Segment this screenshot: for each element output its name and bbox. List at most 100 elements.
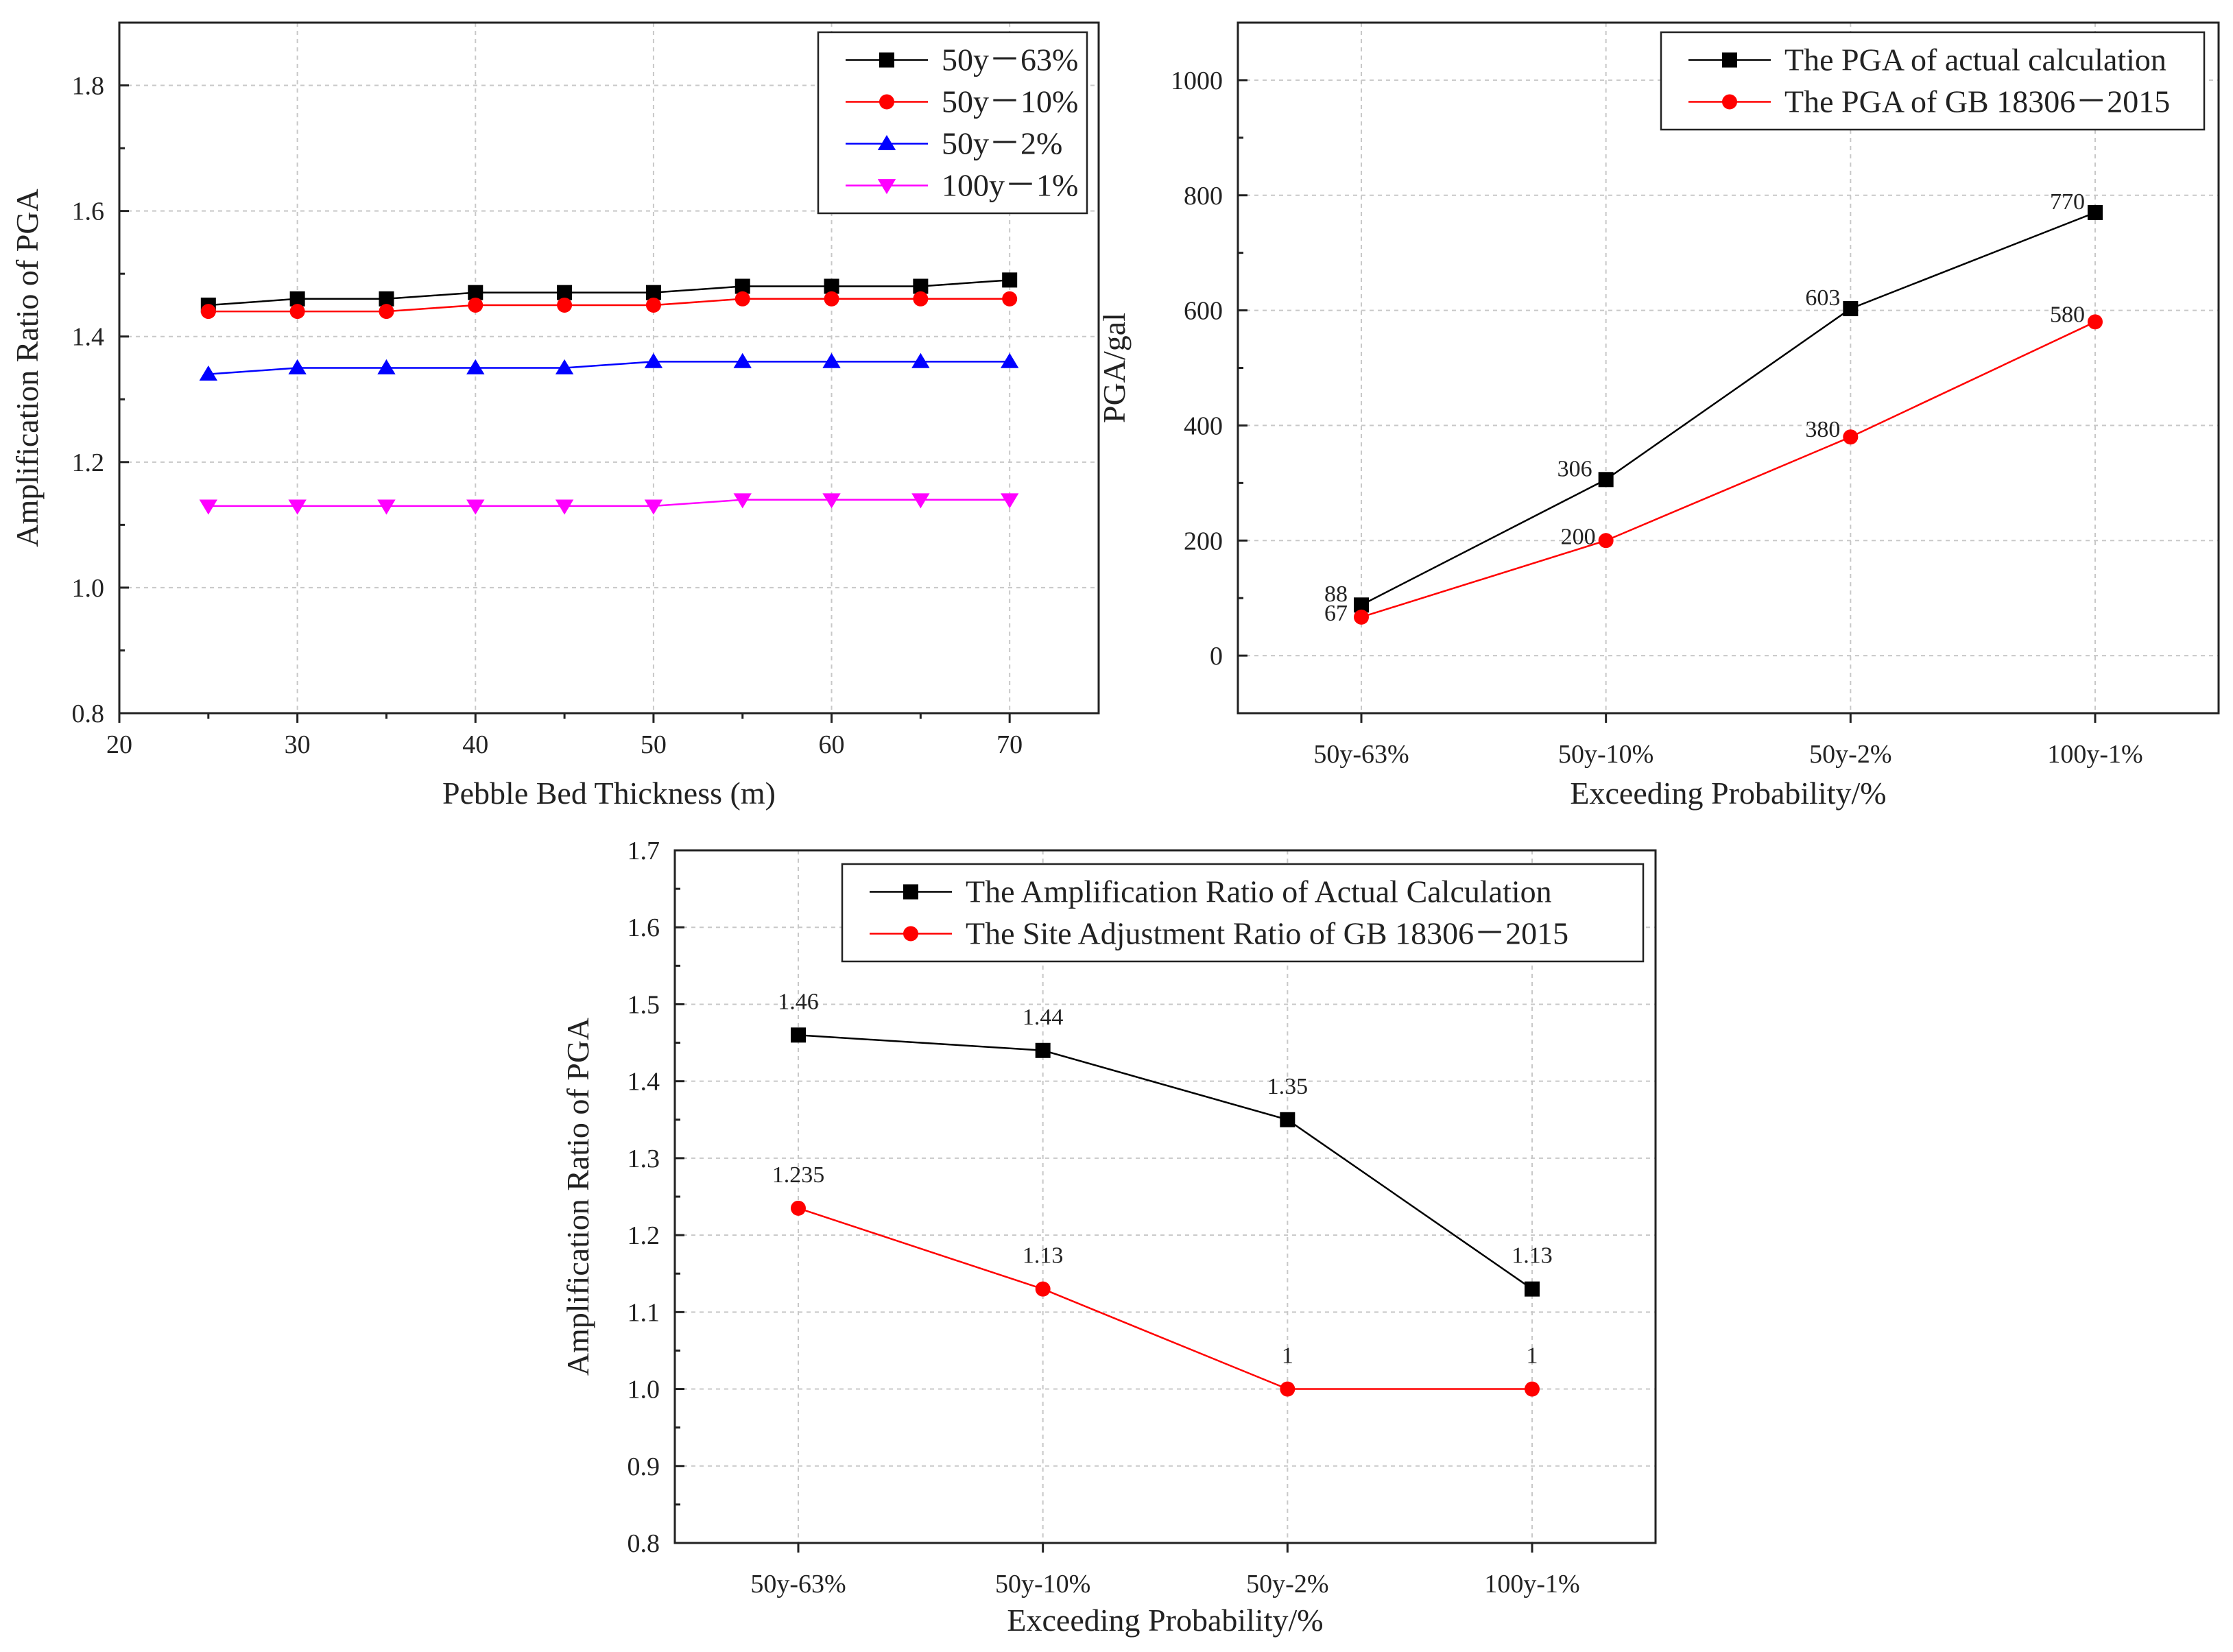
- legend-marker: [879, 94, 894, 110]
- y-tick-label: 0.9: [628, 1452, 660, 1481]
- chart-3: 0.8 0.9 1.0 1.1 1.2 1.3 1.4 1.5 1.6 1.7 50y-63% 50y…: [560, 837, 1657, 1638]
- legend-box: [817, 31, 1088, 215]
- legend-marker: [877, 134, 896, 150]
- data-point: [733, 352, 752, 368]
- data-point: [1354, 609, 1369, 625]
- data-label: 1.44: [1023, 1005, 1064, 1030]
- series-line: [798, 1207, 1532, 1390]
- data-point: [555, 359, 574, 374]
- data-label: 1: [1282, 1343, 1293, 1369]
- x-tick-label: 50y-10%: [1558, 740, 1653, 769]
- legend-marker: [1722, 94, 1737, 110]
- x-tick-label: 100y-1%: [2047, 740, 2142, 769]
- data-point: [913, 291, 929, 307]
- data-point: [2088, 314, 2103, 330]
- y-tick-label: 1.8: [72, 72, 105, 101]
- y-tick-label: 1.1: [628, 1298, 660, 1327]
- y-axis-title: Amplification Ratio of PGA: [560, 1018, 595, 1376]
- y-tick-label: 1.6: [628, 913, 660, 942]
- data-label: 770: [2050, 189, 2085, 215]
- legend-marker: [1722, 52, 1737, 68]
- data-point: [557, 297, 573, 313]
- legend-entry: 50y－63%: [942, 43, 1078, 77]
- data-point: [1000, 352, 1019, 368]
- data-point: [468, 297, 483, 313]
- data-point: [199, 366, 218, 381]
- series-line: [1361, 211, 2096, 606]
- data-point: [791, 1027, 806, 1043]
- data-label: 1.13: [1023, 1243, 1064, 1269]
- data-point: [468, 285, 483, 300]
- data-point: [822, 352, 841, 368]
- x-tick-label: 50y-2%: [1809, 740, 1891, 769]
- data-point: [645, 285, 661, 300]
- x-axis-title: Pebble Bed Thickness (m): [442, 776, 776, 811]
- x-axis-title: Exceeding Probability/%: [1007, 1603, 1323, 1638]
- x-tick-label: 50y-10%: [995, 1570, 1090, 1599]
- y-tick-label: 0: [1210, 642, 1223, 671]
- data-point: [913, 278, 929, 294]
- chart-2: 0 200 400 600 800 1000 50y-63% 50y-10% 50y-2% 100…: [1097, 21, 2220, 811]
- data-point: [824, 278, 839, 294]
- data-point: [377, 359, 396, 374]
- x-tick-label: 20: [106, 730, 132, 759]
- data-point: [791, 1200, 806, 1216]
- data-point: [288, 359, 307, 374]
- legend-entry: 50y－2%: [942, 126, 1062, 161]
- legend: 50y－63% 50y－10% 50y－2% 100y－1%: [817, 31, 1088, 215]
- data-point: [555, 499, 574, 515]
- data-point: [645, 297, 661, 313]
- data-point: [1280, 1381, 1295, 1397]
- legend: The Amplification Ratio of Actual Calcul…: [841, 863, 1645, 963]
- y-axis-title: PGA/gal: [1097, 313, 1132, 423]
- y-tick-label: 1.3: [628, 1145, 660, 1173]
- series-1: 1.46 1.44 1.35 1.13: [778, 989, 1553, 1297]
- data-point: [1354, 597, 1369, 613]
- data-label: 603: [1805, 285, 1840, 311]
- x-tick-label: 50: [641, 730, 667, 759]
- data-point: [289, 291, 305, 307]
- x-tick-label: 50y-63%: [750, 1570, 846, 1599]
- x-tick-label: 50y-63%: [1313, 740, 1409, 769]
- legend-entry: The Site Adjustment Ratio of GB 18306－20…: [966, 916, 1568, 951]
- data-label: 1: [1527, 1343, 1538, 1369]
- y-tick-label: 1000: [1171, 67, 1223, 95]
- series-2: 1.235 1.13 1 1: [772, 1162, 1540, 1397]
- series-line: [208, 298, 1010, 313]
- legend-marker: [877, 179, 896, 195]
- data-point: [1598, 533, 1614, 549]
- data-point: [199, 499, 218, 515]
- series-line: [208, 279, 1010, 307]
- data-point: [733, 493, 752, 509]
- data-point: [288, 499, 307, 515]
- series-line: [1361, 321, 2096, 619]
- plot-frame: [118, 21, 1100, 715]
- series-1: [200, 272, 1018, 313]
- data-point: [379, 304, 394, 320]
- series-line: [208, 361, 1010, 375]
- data-point: [1280, 1112, 1295, 1127]
- y-tick-label: 1.6: [72, 197, 105, 226]
- data-point: [466, 499, 485, 515]
- data-point: [1035, 1281, 1051, 1297]
- legend: The PGA of actual calculation The PGA of …: [1660, 31, 2206, 131]
- y-tick-label: 1.5: [628, 990, 660, 1019]
- legend-entry: The Amplification Ratio of Actual Calcul…: [966, 874, 1552, 909]
- y-tick-label: 1.0: [628, 1376, 660, 1404]
- data-point: [644, 352, 663, 368]
- data-point: [200, 304, 216, 320]
- x-tick-label: 50y-2%: [1246, 1570, 1328, 1599]
- legend-box: [841, 863, 1645, 963]
- data-label: 67: [1324, 601, 1348, 626]
- series-3: [199, 352, 1019, 381]
- data-point: [1843, 429, 1859, 445]
- legend-entry: The PGA of GB 18306－2015: [1784, 84, 2170, 119]
- data-point: [1002, 291, 1018, 307]
- series-line: [208, 499, 1010, 507]
- x-tick-label: 40: [462, 730, 488, 759]
- data-label: 200: [1561, 524, 1596, 549]
- legend-box: [1660, 31, 2206, 131]
- series-1: 88 306 603 770: [1324, 189, 2103, 613]
- data-point: [644, 499, 663, 515]
- y-tick-label: 1.4: [72, 323, 105, 352]
